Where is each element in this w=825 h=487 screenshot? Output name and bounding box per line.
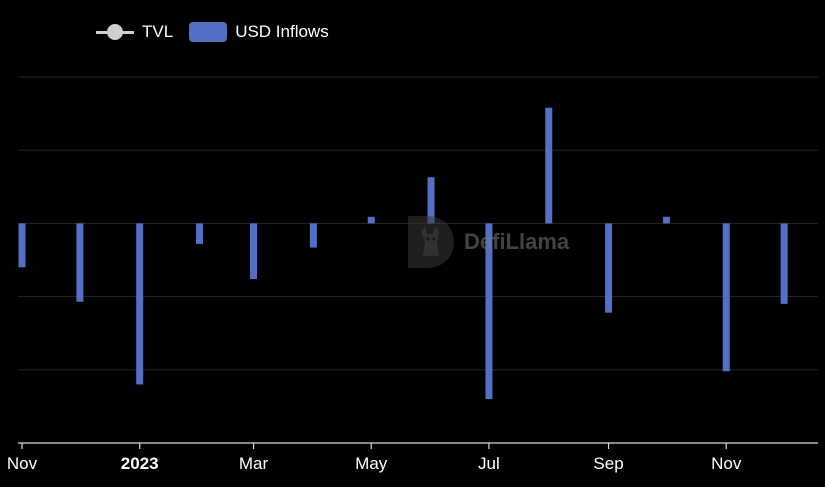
x-axis: Nov 2023 Mar May Jul Sep Nov (7, 442, 818, 473)
inflow-bar (605, 223, 613, 313)
watermark: DefiLlama (404, 212, 569, 272)
x-tick-label: Nov (711, 454, 742, 473)
legend: TVL USD Inflows (96, 18, 345, 46)
x-tick-label: Jul (478, 454, 500, 473)
legend-label-tvl: TVL (142, 22, 174, 41)
watermark-text: DefiLlama (464, 229, 570, 254)
inflow-bar (485, 223, 493, 400)
tvl-swatch-dot (107, 24, 123, 40)
x-tick-label: May (355, 454, 388, 473)
inflow-bar (427, 177, 435, 224)
inflow-bar (662, 216, 670, 224)
inflow-bar (780, 223, 788, 304)
inflow-bar (250, 223, 258, 280)
inflow-bar (136, 223, 144, 385)
inflow-bar (309, 223, 317, 248)
inflow-bar (367, 216, 375, 224)
tvl-line-swatch-icon (96, 22, 134, 42)
x-tick-label: 2023 (121, 454, 159, 473)
legend-label-usd-inflows: USD Inflows (235, 22, 329, 41)
inflow-bar (196, 223, 204, 244)
inflow-bar (18, 223, 26, 268)
inflow-bar (722, 223, 730, 372)
legend-item-tvl[interactable]: TVL (96, 22, 173, 42)
inflow-bar (76, 223, 84, 302)
inflow-bar (545, 107, 553, 224)
inflows-bar-swatch-icon (189, 22, 228, 42)
legend-item-usd-inflows[interactable]: USD Inflows (189, 22, 329, 42)
defillama-logo-icon (408, 216, 454, 268)
grid-lines (18, 76, 818, 371)
x-tick-label: Nov (7, 454, 38, 473)
x-tick-label: Sep (593, 454, 623, 473)
bars (18, 107, 788, 400)
x-tick-label: Mar (239, 454, 269, 473)
